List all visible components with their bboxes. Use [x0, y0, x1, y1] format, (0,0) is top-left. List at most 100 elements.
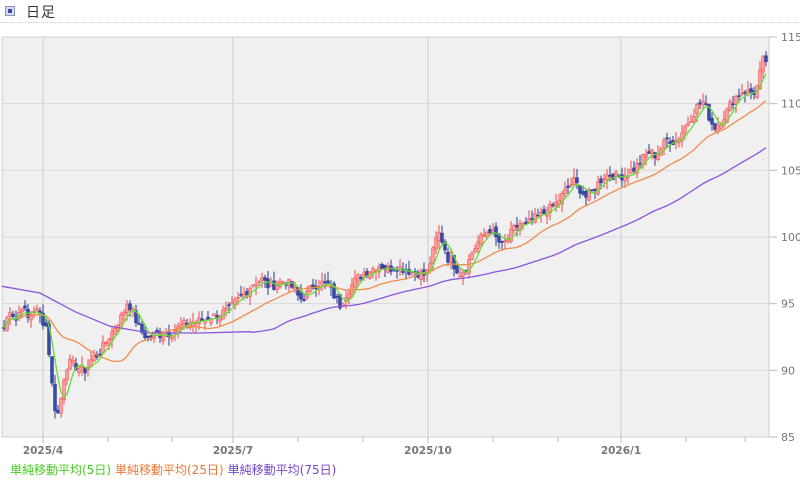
candle-up: [635, 163, 639, 174]
y-tick-label: 95: [781, 298, 795, 311]
candle-down: [707, 103, 711, 121]
candle-up: [281, 281, 285, 284]
candle-up: [740, 92, 744, 95]
candle-down: [50, 356, 54, 384]
candle-down: [137, 322, 141, 325]
x-tick-label: 2026/1: [601, 445, 641, 457]
candle-up: [278, 280, 282, 287]
candle-up: [623, 175, 627, 182]
candle-down: [455, 265, 459, 274]
candle-up: [602, 178, 606, 181]
candle-up: [569, 184, 573, 187]
candle-down: [56, 409, 60, 414]
candle-up: [473, 248, 477, 253]
candle-up: [182, 320, 186, 325]
candle-down: [332, 283, 336, 299]
candle-down: [290, 281, 294, 288]
candle-up: [257, 281, 261, 283]
x-tick-label: 2025/4: [23, 445, 63, 457]
candle-down: [710, 117, 714, 125]
candle-up: [470, 253, 474, 260]
chart-window-icon: [5, 6, 15, 16]
candle-up: [692, 115, 696, 123]
candle-down: [668, 141, 672, 144]
candle-up: [113, 328, 117, 335]
candle-up: [545, 214, 549, 217]
chart-header: 日足: [0, 0, 800, 23]
candle-up: [572, 177, 576, 186]
candle-down: [299, 292, 303, 300]
candle-up: [503, 240, 507, 242]
candle-down: [488, 229, 492, 233]
x-tick-label: 2025/10: [404, 445, 452, 457]
candle-up: [371, 268, 375, 273]
candle-down: [245, 290, 249, 296]
y-tick-label: 105: [781, 164, 800, 177]
candle-down: [542, 209, 546, 214]
candle-down: [239, 293, 243, 296]
candle-up: [260, 277, 264, 281]
candle-down: [764, 55, 768, 62]
y-tick-label: 85: [781, 431, 795, 444]
candle-up: [251, 284, 255, 287]
candle-down: [608, 174, 612, 177]
candle-down: [146, 336, 150, 338]
candle-up: [683, 126, 687, 133]
candle-down: [515, 225, 519, 228]
candle-up: [476, 241, 480, 249]
candle-down: [578, 185, 582, 194]
candle-up: [437, 232, 441, 241]
candle-down: [500, 240, 504, 243]
candle-down: [335, 296, 339, 298]
candle-up: [596, 181, 600, 195]
candle-up: [716, 124, 720, 132]
candle-up: [101, 341, 105, 354]
candle-down: [566, 185, 570, 188]
candle-up: [212, 313, 216, 317]
candle-up: [512, 225, 516, 231]
candle-down: [41, 312, 45, 326]
candle-down: [155, 330, 159, 333]
candle-up: [554, 201, 558, 207]
candle-down: [323, 281, 327, 284]
candle-up: [431, 247, 435, 264]
candle-down: [665, 137, 669, 140]
x-tick-label: 2025/7: [213, 445, 253, 457]
candle-up: [29, 314, 33, 321]
candle-up: [236, 297, 240, 299]
candle-up: [161, 337, 165, 342]
candle-down: [584, 190, 588, 198]
candle-up: [68, 358, 72, 370]
candle-up: [656, 153, 660, 160]
candle-up: [734, 95, 738, 105]
candle-down: [590, 189, 594, 191]
candle-up: [347, 293, 351, 299]
candle-up: [533, 213, 537, 223]
candle-down: [446, 251, 450, 263]
legend-ma25: 単純移動平均(25日): [115, 463, 224, 477]
candle-up: [197, 317, 201, 325]
candle-up: [71, 359, 75, 363]
candle-up: [20, 308, 24, 312]
candle-down: [44, 322, 48, 327]
candle-down: [359, 277, 363, 280]
candle-up: [479, 234, 483, 244]
candle-down: [653, 152, 657, 159]
candle-down: [599, 178, 603, 184]
candle-down: [647, 151, 651, 154]
candle-up: [467, 259, 471, 274]
ma75-line: [1, 147, 767, 334]
y-tick-label: 90: [781, 364, 795, 377]
candle-down: [272, 280, 276, 290]
candle-down: [380, 264, 384, 269]
candle-down: [575, 177, 579, 184]
candle-up: [110, 331, 114, 340]
candle-up: [482, 233, 486, 237]
candle-up: [254, 284, 258, 287]
candle-down: [98, 353, 102, 356]
candle-up: [92, 355, 96, 362]
candle-down: [302, 299, 306, 301]
header-divider: [0, 22, 800, 23]
candle-up: [122, 311, 126, 316]
candle-down: [524, 221, 528, 224]
